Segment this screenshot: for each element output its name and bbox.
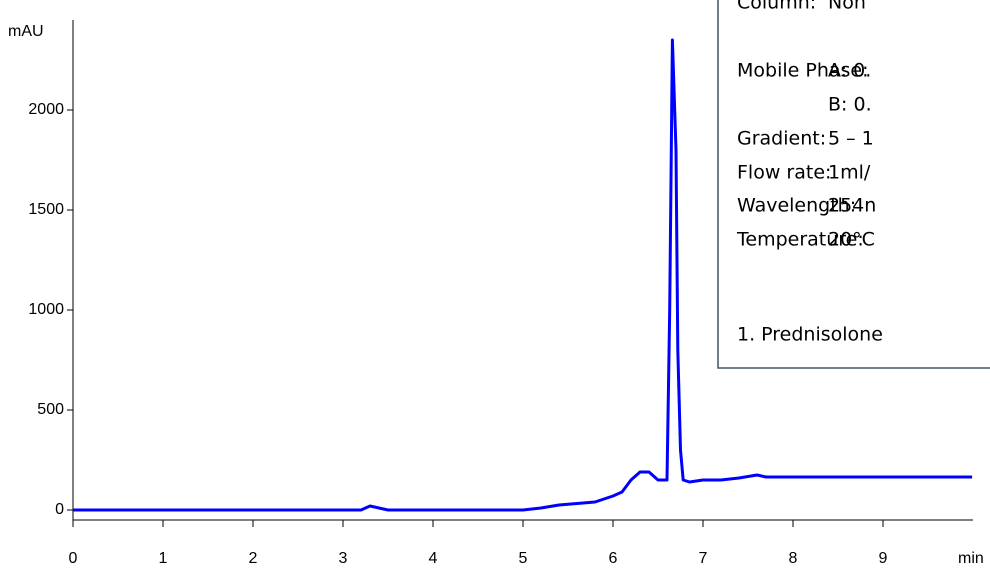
y-tick-label: 0: [55, 501, 64, 518]
y-axis-label: mAU: [8, 23, 44, 40]
x-tick-label: 6: [609, 550, 618, 567]
info-value: Non: [828, 0, 866, 14]
info-label: Temperature:: [736, 229, 864, 251]
info-box: Column: Non Mobile Phase:A: 0. B: 0.Gradien…: [717, 0, 990, 369]
info-label: Flow rate:: [737, 162, 831, 184]
x-tick-label: 3: [339, 550, 348, 567]
x-tick-label: 8: [789, 550, 798, 567]
info-label: Mobile Phase:: [737, 60, 869, 82]
x-tick-label: 9: [879, 550, 888, 567]
chromatogram-line: [73, 38, 973, 512]
info-label: Wavelength:: [737, 195, 856, 217]
info-value: 20°C: [828, 229, 875, 251]
info-box-border: [717, 0, 990, 369]
info-label: Column:: [737, 0, 816, 14]
x-tick-label: 4: [429, 550, 438, 567]
x-tick-label: 7: [699, 550, 708, 567]
x-tick-label: 0: [69, 550, 78, 567]
info-label: Gradient:: [737, 128, 826, 150]
y-tick-label: 1500: [28, 201, 64, 218]
info-value: 1ml/: [828, 162, 871, 184]
info-value: 5 – 1: [828, 128, 874, 150]
x-tick-label: 2: [249, 550, 258, 567]
info-value: A: 0.: [828, 60, 871, 82]
y-tick-label: 1000: [28, 301, 64, 318]
info-label: 1. Prednisolone: [737, 324, 883, 346]
info-value: B: 0.: [828, 94, 872, 116]
info-value: 254n: [828, 195, 876, 217]
y-tick-label: 2000: [28, 101, 64, 118]
x-tick-label: 5: [519, 550, 528, 567]
x-axis-label: min: [958, 550, 984, 567]
x-tick-label: 1: [159, 550, 168, 567]
y-tick-label: 500: [37, 401, 64, 418]
